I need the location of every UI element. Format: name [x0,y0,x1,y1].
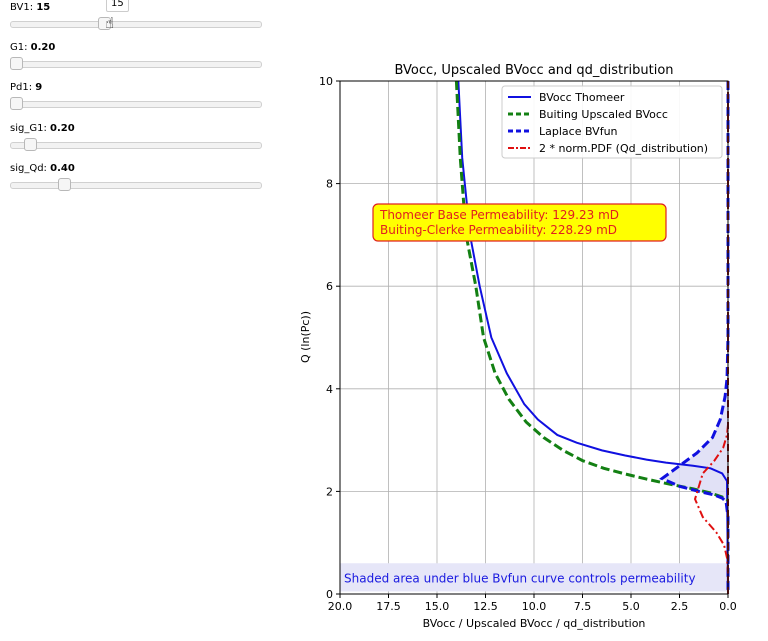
legend-label-3: 2 * norm.PDF (Qd_distribution) [539,142,708,155]
g1-label: G1: 0.20 [10,42,56,53]
series-line-3 [693,424,729,574]
g1-slider-row: G1: 0.20 [10,42,262,70]
x-tick-label-8: 0.0 [719,600,737,613]
g1-slider-thumb[interactable] [10,57,23,70]
hand-cursor-icon: ☝ [105,14,115,32]
y-tick-label-4: 8 [326,178,333,191]
series-layer [454,80,730,595]
sig-qd-slider-thumb[interactable] [57,178,71,191]
legend-label-0: BVocc Thomeer [539,91,625,104]
legend-label-2: Laplace BVfun [539,125,618,138]
y-tick-label-5: 10 [319,75,333,88]
sig-g1-slider-row: sig_G1: 0.20 [10,123,262,151]
sig-qd-label: sig_Qd: 0.40 [10,163,75,174]
series-line-0 [457,80,729,595]
pd1-slider-thumb[interactable] [10,97,23,110]
bv1-slider-thumb[interactable] [98,17,112,30]
sig-qd-slider-track[interactable] [10,182,262,189]
bv1-slider-row: BV1: 15 15 ☝ [10,0,262,31]
x-tick-label-1: 17.5 [376,600,401,613]
shaded-note-box: Shaded area under blue Bvfun curve contr… [340,563,728,592]
y-tick-label-0: 0 [326,588,333,601]
annotation-line-1: Thomeer Base Permeability: 129.23 mD [379,208,619,222]
series-line-2 [659,81,730,594]
y-tick-label-1: 2 [326,485,333,498]
shaded-note-text: Shaded area under blue Bvfun curve contr… [344,572,696,586]
bvfun-shade [662,81,728,594]
bv1-slider-track[interactable] [10,21,262,28]
x-tick-label-6: 5.0 [622,600,640,613]
bv1-label: BV1: 15 [10,2,51,13]
y-tick-label-3: 6 [326,280,333,293]
shaded-note-background [340,563,728,592]
bv1-value-tooltip: 15 [106,0,129,12]
x-axis-label: BVocc / Upscaled BVocc / qd_distribution [423,617,646,630]
pd1-slider-row: Pd1: 9 [10,82,262,110]
legend: BVocc Thomeer Buiting Upscaled BVocc Lapla… [501,85,723,159]
legend-label-1: Buiting Upscaled BVocc [539,108,668,121]
annotation-line-2: Buiting-Clerke Permeability: 228.29 mD [380,223,617,237]
y-tick-label-2: 4 [326,383,333,396]
shaded-area [662,81,728,594]
sig-g1-slider-track[interactable] [10,142,262,149]
chart-title: BVocc, Upscaled BVocc and qd_distributio… [394,63,673,78]
x-tick-label-2: 15.0 [425,600,450,613]
pd1-label: Pd1: 9 [10,82,43,93]
x-tick-label-3: 12.5 [473,600,498,613]
y-axis-label: Q (ln(Pc)) [299,311,312,363]
x-tick-label-4: 10.0 [522,600,547,613]
sig-g1-label: sig_G1: 0.20 [10,123,75,134]
x-tick-label-7: 2.5 [671,600,689,613]
axis-ticks: 20.0 17.5 15.0 12.5 10.0 7.5 5.0 2.5 0.0 0 2 4 6 8 10 [319,75,737,613]
legend-box [501,85,723,159]
sig-qd-slider-row: sig_Qd: 0.40 [10,163,262,191]
x-tick-label-0: 20.0 [328,600,353,613]
permeability-annotation: Thomeer Base Permeability: 129.23 mD Bui… [372,203,667,242]
x-tick-label-5: 7.5 [574,600,592,613]
sig-g1-slider-thumb[interactable] [24,138,38,151]
annotation-box [372,203,667,242]
